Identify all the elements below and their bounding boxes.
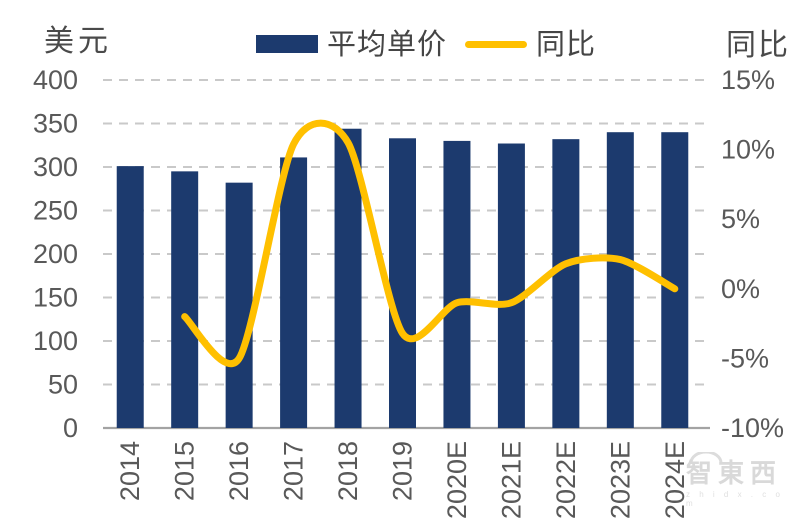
left-axis-tick-label: 350 [33, 109, 78, 139]
bar [606, 132, 634, 428]
x-axis-tick-label: 2023E [605, 441, 635, 519]
right-axis-tick-label: 15% [721, 65, 775, 95]
right-axis-tick-label: -5% [721, 343, 769, 373]
bar [225, 182, 253, 428]
right-axis-tick-label: 5% [721, 204, 760, 234]
left-axis-tick-label: 100 [33, 326, 78, 356]
right-axis-tick-label: 0% [721, 274, 760, 304]
watermark-subtext: z h i d x . c o m [686, 490, 784, 508]
legend: 平均单价 同比 [256, 24, 596, 64]
x-axis-tick-label: 2014 [115, 441, 145, 501]
bar [171, 171, 199, 428]
watermark-arc-icon [689, 452, 723, 464]
legend-bar-swatch-icon [256, 35, 318, 53]
x-axis-tick-label: 2015 [170, 441, 200, 501]
legend-bar-label: 平均单价 [327, 27, 448, 61]
yoy-line [181, 119, 679, 368]
x-axis-tick-label: 2019 [388, 441, 418, 501]
left-axis-tick-label: 300 [33, 152, 78, 182]
x-axis-tick-label: 2016 [224, 441, 254, 501]
x-axis-tick-label: 2021E [496, 441, 526, 519]
left-axis-tick-label: 200 [33, 239, 78, 269]
legend-line-swatch-icon [465, 40, 528, 48]
left-axis-tick-label: 150 [33, 283, 78, 313]
left-axis-tick-label: 0 [63, 413, 78, 443]
bar [443, 140, 471, 428]
x-axis-tick-label: 2018 [333, 441, 363, 501]
watermark-zhidx-logo: 智東西 z h i d x . c o m [686, 452, 798, 508]
bar [497, 143, 525, 428]
x-axis-tick-label: 2024E [660, 441, 690, 519]
left-axis-tick-label: 50 [48, 370, 78, 400]
right-axis-title: 同比 [726, 28, 790, 63]
x-axis-tick-label: 2020E [442, 441, 472, 519]
right-axis-tick-label: -10% [721, 413, 784, 443]
bar [552, 139, 580, 428]
left-axis-title: 美元 [44, 24, 112, 59]
left-axis-tick-label: 250 [33, 196, 78, 226]
legend-line-label: 同比 [536, 27, 597, 61]
bar [116, 166, 144, 428]
bar [389, 138, 416, 429]
x-axis-tick-label: 2017 [279, 441, 309, 501]
left-axis-tick-label: 400 [33, 65, 78, 95]
right-axis-tick-label: 10% [721, 135, 775, 165]
x-axis-tick-label: 2022E [551, 441, 581, 519]
bar [280, 157, 308, 428]
watermark-text: 智東西 [686, 459, 783, 489]
